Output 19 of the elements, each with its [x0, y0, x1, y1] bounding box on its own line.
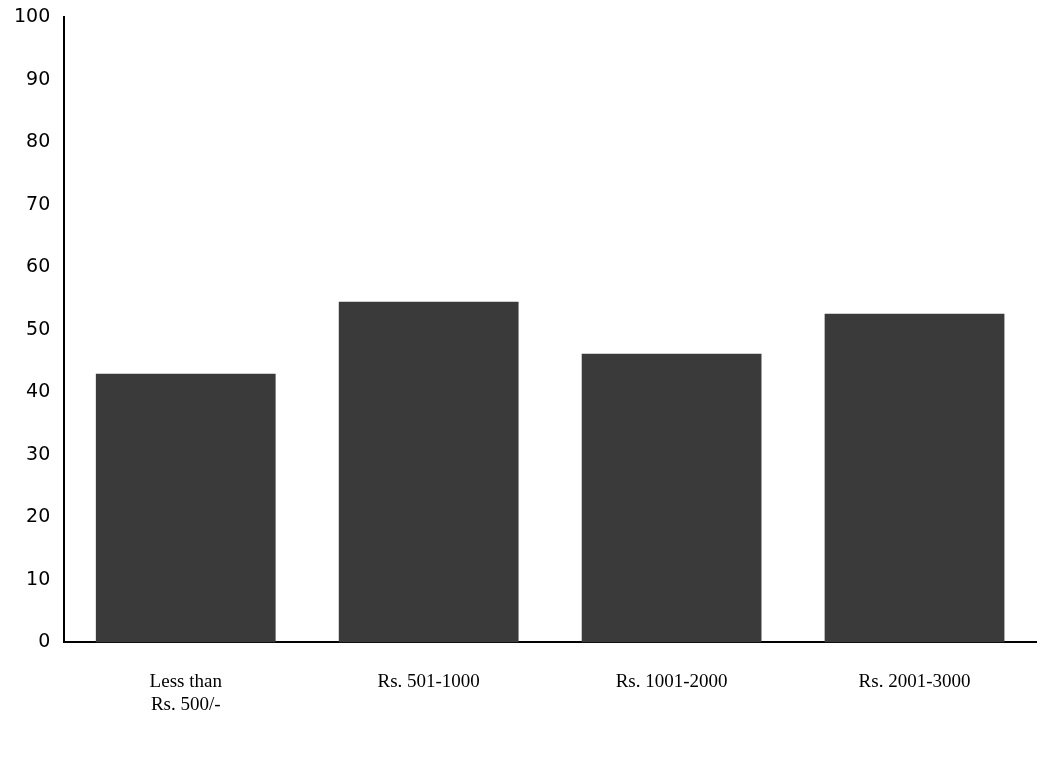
x-tick-label: Rs. 501-1000 — [377, 669, 480, 691]
y-tick-label: 100 — [14, 4, 51, 27]
y-tick-label: 0 — [38, 629, 51, 652]
x-tick-label: Rs. 2001-3000 — [858, 669, 971, 691]
x-tick-label: Rs. 1001-2000 — [615, 669, 728, 691]
y-tick-label: 80 — [26, 129, 51, 152]
bar — [95, 373, 276, 643]
y-tick-label: 10 — [26, 566, 51, 589]
bar — [581, 353, 762, 643]
bar — [338, 301, 519, 643]
y-tick-label: 90 — [26, 66, 51, 89]
y-tick-label: 30 — [26, 441, 51, 464]
x-tick-label: Less than Rs. 500/- — [149, 669, 223, 714]
bar — [824, 313, 1005, 643]
y-tick-label: 20 — [26, 504, 51, 527]
y-tick-label: 60 — [26, 254, 51, 277]
y-tick-label: 40 — [26, 379, 51, 402]
y-tick-label: 50 — [26, 316, 51, 339]
y-tick-label: 70 — [26, 191, 51, 214]
